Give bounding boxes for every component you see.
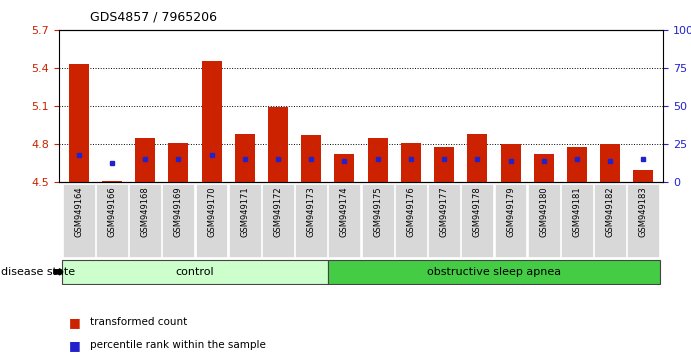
Text: GSM949166: GSM949166 [107, 186, 116, 237]
Text: GSM949177: GSM949177 [439, 186, 448, 237]
Text: GSM949171: GSM949171 [240, 186, 249, 237]
Bar [68, 64, 88, 182]
FancyBboxPatch shape [262, 184, 294, 257]
FancyBboxPatch shape [129, 184, 161, 257]
Text: GDS4857 / 7965206: GDS4857 / 7965206 [90, 11, 217, 24]
Text: control: control [176, 267, 214, 277]
Text: disease state: disease state [1, 267, 75, 277]
Bar [135, 138, 155, 182]
FancyBboxPatch shape [561, 184, 593, 257]
Text: GSM949172: GSM949172 [274, 186, 283, 237]
FancyBboxPatch shape [528, 184, 560, 257]
Bar [102, 181, 122, 182]
Text: GSM949175: GSM949175 [373, 186, 382, 237]
Bar [169, 143, 188, 182]
Bar [202, 61, 222, 182]
FancyBboxPatch shape [328, 260, 660, 284]
Bar [533, 154, 553, 182]
Bar [434, 147, 454, 182]
Bar [600, 144, 620, 182]
Text: GSM949181: GSM949181 [572, 186, 582, 237]
Text: ■: ■ [69, 339, 81, 352]
FancyBboxPatch shape [594, 184, 626, 257]
Bar [235, 134, 255, 182]
FancyBboxPatch shape [63, 184, 95, 257]
Bar [401, 143, 421, 182]
Text: transformed count: transformed count [90, 317, 187, 327]
Bar [368, 138, 388, 182]
FancyBboxPatch shape [295, 184, 327, 257]
Text: GSM949168: GSM949168 [140, 186, 150, 237]
FancyBboxPatch shape [328, 184, 361, 257]
Text: GSM949169: GSM949169 [174, 186, 183, 237]
Text: ■: ■ [69, 316, 81, 329]
Text: percentile rank within the sample: percentile rank within the sample [90, 340, 266, 350]
Text: GSM949178: GSM949178 [473, 186, 482, 237]
Text: GSM949180: GSM949180 [539, 186, 548, 237]
Bar [567, 147, 587, 182]
FancyBboxPatch shape [428, 184, 460, 257]
Bar [500, 144, 520, 182]
FancyBboxPatch shape [96, 184, 128, 257]
Bar [334, 154, 354, 182]
Text: GSM949179: GSM949179 [506, 186, 515, 237]
FancyBboxPatch shape [462, 184, 493, 257]
FancyBboxPatch shape [495, 184, 527, 257]
Text: GSM949174: GSM949174 [340, 186, 349, 237]
FancyBboxPatch shape [162, 184, 194, 257]
FancyBboxPatch shape [627, 184, 659, 257]
Text: GSM949182: GSM949182 [606, 186, 615, 237]
Bar [634, 170, 654, 182]
Text: GSM949170: GSM949170 [207, 186, 216, 237]
FancyBboxPatch shape [395, 184, 427, 257]
Text: GSM949173: GSM949173 [307, 186, 316, 237]
Bar [301, 135, 321, 182]
FancyBboxPatch shape [196, 184, 227, 257]
Text: obstructive sleep apnea: obstructive sleep apnea [427, 267, 561, 277]
Text: GSM949176: GSM949176 [406, 186, 415, 237]
Text: GSM949164: GSM949164 [74, 186, 83, 237]
Bar [268, 108, 288, 182]
FancyBboxPatch shape [62, 260, 328, 284]
Bar [467, 134, 487, 182]
FancyBboxPatch shape [229, 184, 261, 257]
FancyBboxPatch shape [361, 184, 394, 257]
Text: GSM949183: GSM949183 [639, 186, 648, 237]
